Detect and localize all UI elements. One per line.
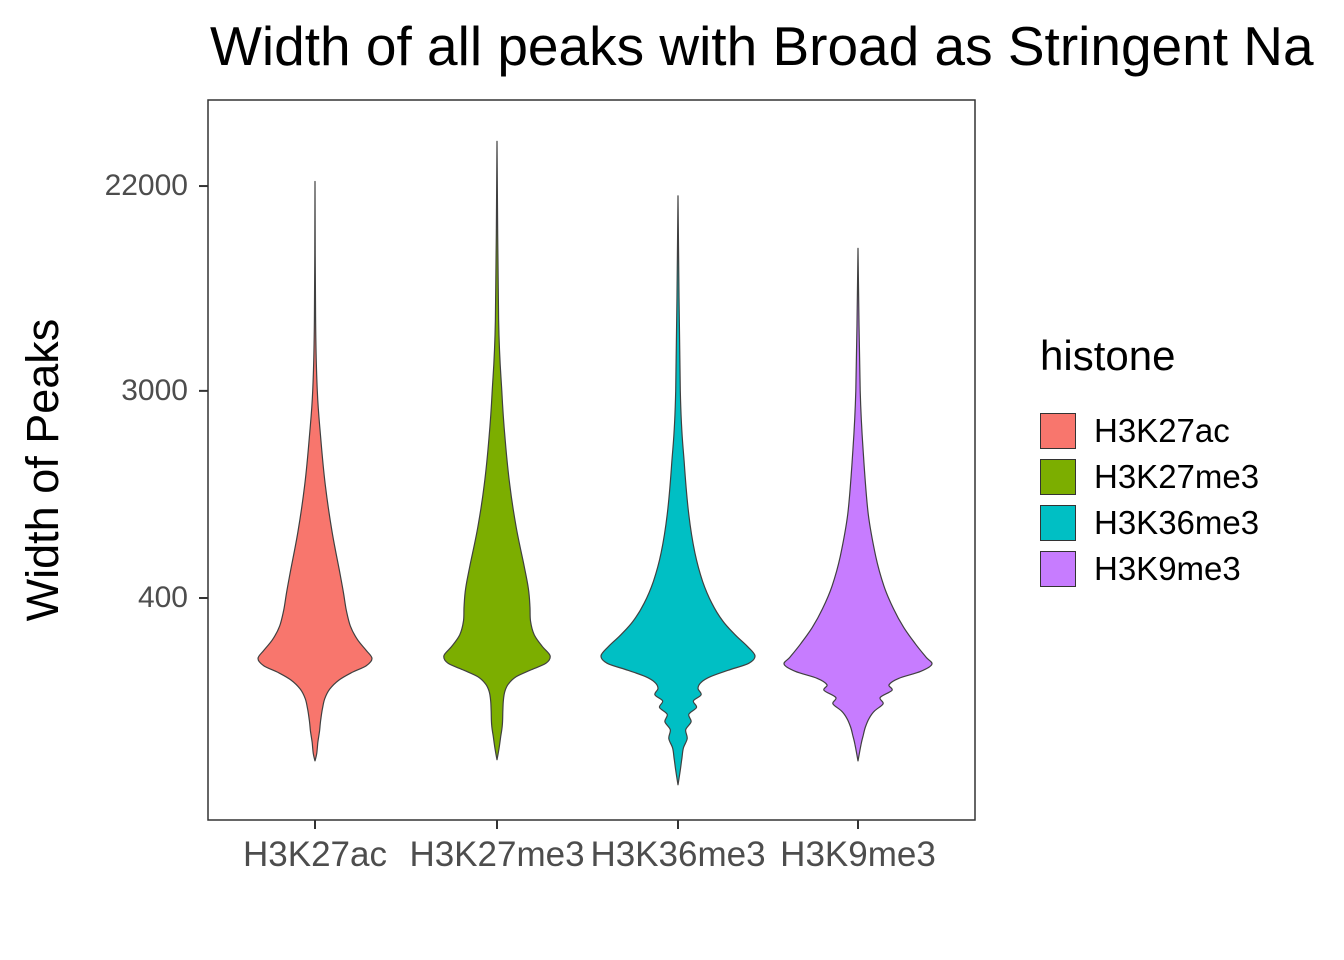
legend-label: H3K27me3 xyxy=(1094,458,1260,495)
legend-label: H3K36me3 xyxy=(1094,504,1260,541)
y-tick-label: 3000 xyxy=(121,373,188,407)
y-tick-label: 400 xyxy=(137,580,188,614)
legend-key-swatch xyxy=(1040,505,1076,541)
violin-H3K27me3 xyxy=(443,140,551,761)
legend-label: H3K9me3 xyxy=(1094,550,1241,587)
chart-title: Width of all peaks with Broad as Stringe… xyxy=(210,15,1314,77)
legend-entry: H3K36me3 xyxy=(1040,500,1259,546)
x-tick-label: H3K9me3 xyxy=(780,835,936,874)
x-tick-label: H3K27me3 xyxy=(409,835,585,874)
legend-entry: H3K27me3 xyxy=(1040,454,1259,500)
legend-key-swatch xyxy=(1040,413,1076,449)
x-tick-label: H3K36me3 xyxy=(590,835,766,874)
y-tick-label: 22000 xyxy=(104,169,188,203)
legend: histone H3K27ac H3K27me3 H3K36me3 H3K9me3 xyxy=(1040,330,1259,592)
legend-title: histone xyxy=(1040,332,1176,379)
legend-key-swatch xyxy=(1040,459,1076,495)
violin-H3K27ac xyxy=(257,180,373,762)
violin-H3K9me3 xyxy=(783,247,933,762)
legend-entries: H3K27ac H3K27me3 H3K36me3 H3K9me3 xyxy=(1040,408,1259,592)
legend-key-swatch xyxy=(1040,551,1076,587)
y-axis-title: Width of Peaks xyxy=(17,318,68,622)
violin-H3K36me3 xyxy=(600,195,756,786)
legend-label: H3K27ac xyxy=(1094,412,1230,449)
legend-entry: H3K27ac xyxy=(1040,408,1259,454)
x-tick-label: H3K27ac xyxy=(243,835,387,874)
legend-entry: H3K9me3 xyxy=(1040,546,1259,592)
